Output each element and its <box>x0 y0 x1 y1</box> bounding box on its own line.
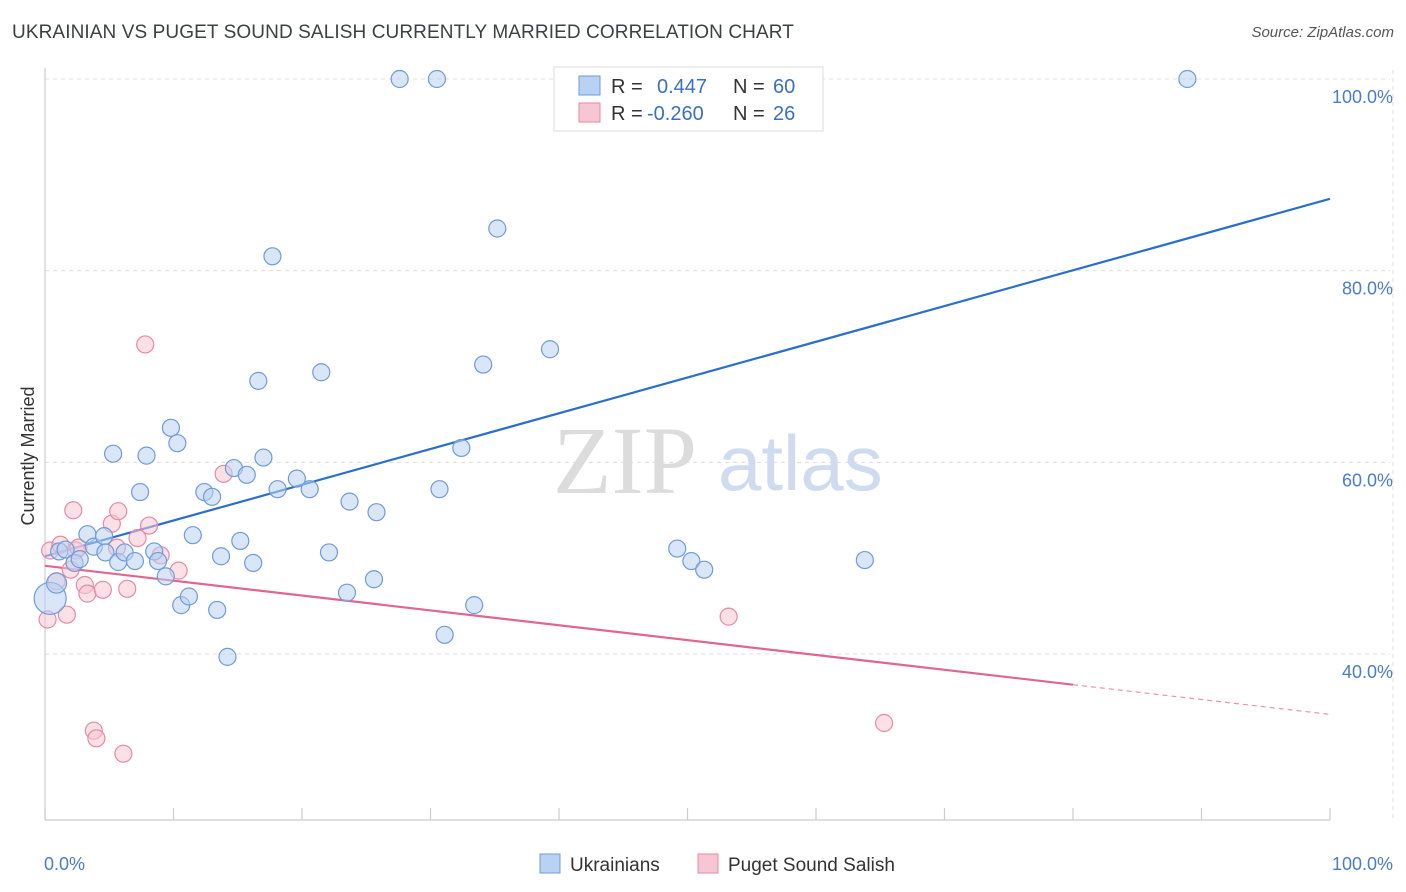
point-puget-sound-salish-13 <box>93 580 112 599</box>
point-ukrainians-28 <box>218 647 237 666</box>
point-puget-sound-salish-18 <box>118 579 137 598</box>
legend-n-label-1: N = <box>733 76 765 98</box>
point-ukrainians-42 <box>340 492 359 511</box>
point-ukrainians-15 <box>137 446 156 465</box>
point-puget-sound-salish-19 <box>128 528 147 548</box>
point-ukrainians-23 <box>183 526 202 545</box>
point-puget-sound-salish-20 <box>136 335 155 354</box>
point-ukrainians-49 <box>452 438 471 458</box>
point-puget-sound-salish-12 <box>87 729 106 748</box>
axis-layer: 40.0% 60.0% 80.0% 100.0% 0.0% 100.0% <box>44 68 1393 874</box>
legend-r-value-2: -0.260 <box>647 103 704 125</box>
point-ukrainians-52 <box>488 219 507 238</box>
point-ukrainians-56 <box>682 551 701 571</box>
legend-swatch-puget-sound-salish <box>578 102 601 123</box>
point-ukrainians-35 <box>263 247 282 266</box>
trend-line-extension-puget-sound-salish <box>1072 684 1331 715</box>
point-ukrainians-34 <box>254 448 273 467</box>
point-ukrainians-31 <box>237 465 256 484</box>
point-ukrainians-25 <box>202 487 222 506</box>
point-ukrainians-50 <box>465 596 484 615</box>
y-tick-label-40: 40.0% <box>1342 662 1393 682</box>
point-ukrainians-5 <box>70 550 89 569</box>
point-ukrainians-14 <box>130 482 150 502</box>
point-puget-sound-salish-10 <box>78 584 97 603</box>
point-puget-sound-salish-17 <box>114 744 133 763</box>
legend-r-value-1: 0.447 <box>657 76 707 98</box>
point-ukrainians-45 <box>390 69 409 89</box>
y-axis-label: Currently Married <box>18 386 38 525</box>
watermark-zip: ZIP <box>553 407 697 514</box>
point-puget-sound-salish-6 <box>64 501 83 520</box>
y-tick-label-60: 60.0% <box>1342 470 1393 490</box>
point-ukrainians-18 <box>156 567 175 586</box>
legend-n-value-2: 26 <box>773 103 795 125</box>
point-ukrainians-37 <box>287 469 306 488</box>
point-ukrainians-43 <box>364 570 384 589</box>
trend-line-ukrainians <box>44 197 1331 558</box>
point-ukrainians-36 <box>268 480 287 499</box>
point-ukrainians-30 <box>231 531 250 551</box>
x-tick-label-max: 100.0% <box>1332 854 1393 874</box>
point-ukrainians-9 <box>96 543 115 562</box>
legend-n-label-2: N = <box>733 103 765 125</box>
point-puget-sound-salish-21 <box>139 516 159 535</box>
point-puget-sound-salish-4 <box>57 605 76 624</box>
point-ukrainians-10 <box>104 444 123 463</box>
point-ukrainians-44 <box>367 503 386 522</box>
point-ukrainians-38 <box>300 480 319 499</box>
point-ukrainians-53 <box>540 340 560 359</box>
point-ukrainians-17 <box>148 551 168 571</box>
point-ukrainians-59 <box>1178 69 1197 89</box>
legend-n-value-1: 60 <box>773 76 795 98</box>
point-ukrainians-8 <box>95 527 114 546</box>
points-layer <box>33 69 1197 763</box>
point-ukrainians-40 <box>319 543 339 562</box>
watermark-atlas: atlas <box>718 419 883 507</box>
point-ukrainians-19 <box>161 418 181 437</box>
point-ukrainians-47 <box>430 480 449 499</box>
point-ukrainians-1 <box>45 572 68 594</box>
point-ukrainians-26 <box>208 600 227 620</box>
point-ukrainians-58 <box>855 550 874 570</box>
point-puget-sound-salish-25 <box>719 607 738 626</box>
point-ukrainians-57 <box>695 560 714 579</box>
point-ukrainians-13 <box>125 551 145 571</box>
chart-title: UKRAINIAN VS PUGET SOUND SALISH CURRENTL… <box>12 22 794 43</box>
point-ukrainians-20 <box>168 434 187 453</box>
point-ukrainians-22 <box>179 587 199 606</box>
bottom-legend-ukrainians: Ukrainians <box>570 855 660 876</box>
bottom-legend-swatch-ukrainians <box>539 853 561 874</box>
point-ukrainians-39 <box>312 363 331 382</box>
point-puget-sound-salish-26 <box>875 713 894 733</box>
legend-box: R = 0.447 N = 60 R = -0.260 N = 26 <box>553 66 824 132</box>
point-ukrainians-41 <box>337 583 357 602</box>
point-ukrainians-27 <box>211 547 231 566</box>
point-ukrainians-48 <box>435 625 454 644</box>
y-tick-label-100: 100.0% <box>1332 87 1393 107</box>
legend-r-label-1: R = <box>611 76 643 98</box>
trend-layer <box>44 197 1331 715</box>
trend-line-puget-sound-salish <box>44 564 1074 686</box>
point-ukrainians-55 <box>668 539 687 558</box>
legend-r-label-2: R = <box>611 103 643 125</box>
source-credit: Source: ZipAtlas.com <box>1251 24 1394 41</box>
legend-swatch-ukrainians <box>578 75 601 96</box>
bottom-legend-swatch-puget-sound-salish <box>697 853 719 874</box>
bottom-legend: Ukrainians Puget Sound Salish <box>539 853 895 876</box>
bottom-legend-puget-sound-salish: Puget Sound Salish <box>728 855 895 876</box>
point-ukrainians-51 <box>474 355 493 374</box>
x-tick-label-min: 0.0% <box>44 854 85 874</box>
point-puget-sound-salish-16 <box>109 502 128 521</box>
point-ukrainians-3 <box>56 540 75 559</box>
point-ukrainians-32 <box>244 553 263 573</box>
point-ukrainians-46 <box>427 69 447 89</box>
y-tick-label-80: 80.0% <box>1342 279 1393 299</box>
watermark: ZIP atlas <box>553 407 883 514</box>
point-ukrainians-33 <box>249 371 268 390</box>
